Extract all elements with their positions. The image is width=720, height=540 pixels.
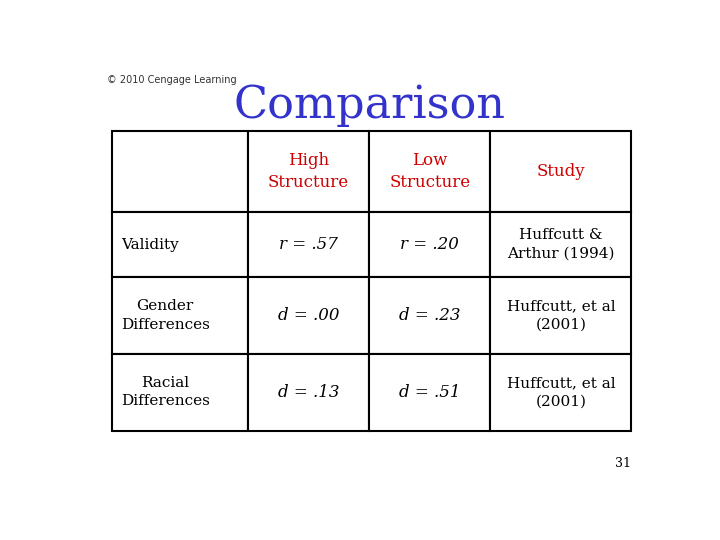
Text: Huffcutt &
Arthur (1994): Huffcutt & Arthur (1994) [507, 228, 615, 261]
Bar [248, 131, 369, 212]
Text: 31: 31 [616, 457, 631, 470]
Text: r = .20: r = .20 [400, 236, 459, 253]
Text: d = .23: d = .23 [399, 307, 461, 324]
Bar [248, 354, 369, 431]
Text: Validity: Validity [121, 238, 179, 252]
Bar [248, 212, 369, 277]
Bar [248, 277, 369, 354]
Text: Study: Study [536, 164, 585, 180]
Bar [369, 354, 490, 431]
Bar [369, 212, 490, 277]
Text: Huffcutt, et al
(2001): Huffcutt, et al (2001) [507, 299, 615, 332]
Bar [112, 354, 248, 431]
Text: d = .13: d = .13 [277, 384, 339, 401]
Text: Gender
Differences: Gender Differences [121, 299, 210, 332]
Bar [112, 212, 248, 277]
Text: Low
Structure: Low Structure [390, 152, 470, 192]
Text: © 2010 Cengage Learning: © 2010 Cengage Learning [107, 75, 236, 85]
Text: d = .00: d = .00 [277, 307, 339, 324]
Bar [369, 277, 490, 354]
Bar [112, 277, 248, 354]
Bar [490, 354, 631, 431]
Text: d = .51: d = .51 [399, 384, 461, 401]
Text: Racial
Differences: Racial Differences [121, 376, 210, 408]
Bar [490, 212, 631, 277]
Text: Comparison: Comparison [233, 84, 505, 127]
Text: Huffcutt, et al
(2001): Huffcutt, et al (2001) [507, 376, 615, 408]
Bar [369, 131, 490, 212]
Bar [490, 277, 631, 354]
Bar [112, 131, 248, 212]
Text: High
Structure: High Structure [268, 152, 349, 192]
Bar [490, 131, 631, 212]
Text: r = .57: r = .57 [279, 236, 338, 253]
